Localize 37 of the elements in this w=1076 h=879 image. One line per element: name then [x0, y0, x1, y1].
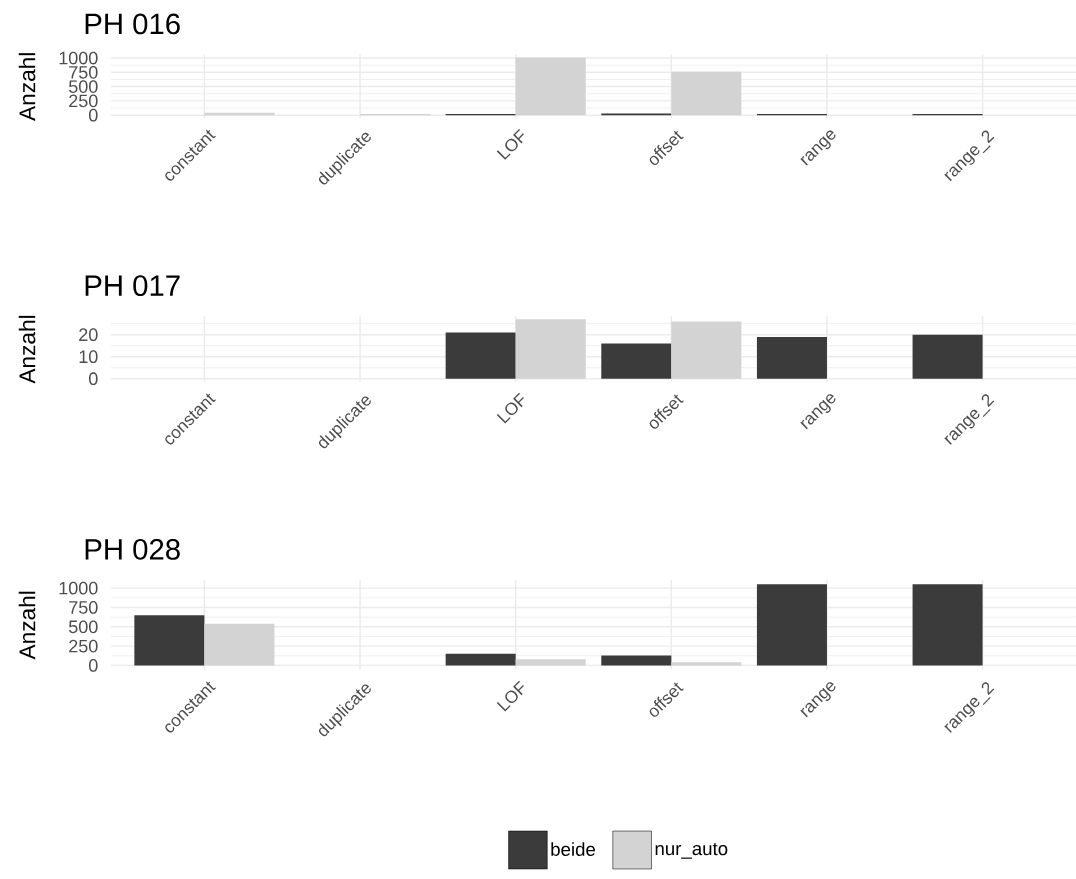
bar	[671, 321, 742, 379]
bar	[515, 319, 586, 379]
y-axis-title: Anzahl	[18, 591, 36, 660]
chart-title: PH 028	[85, 538, 180, 560]
bar	[671, 71, 742, 116]
bar	[515, 57, 586, 116]
legend-label: nur_auto	[655, 842, 728, 859]
y-tick-label: 10	[79, 350, 98, 364]
bar	[515, 659, 586, 666]
bar	[912, 584, 983, 666]
y-axis-title: Anzahl	[18, 53, 36, 121]
y-axis-title: Anzahl	[18, 315, 36, 384]
y-tick-label: 1000	[59, 581, 98, 595]
y-tick-label: 20	[79, 328, 98, 342]
legend-label: beide	[551, 842, 596, 856]
chart-title: PH 017	[85, 275, 180, 297]
y-tick-label: 750	[69, 65, 98, 79]
bar	[756, 584, 827, 666]
bar	[912, 334, 983, 379]
y-tick-label: 500	[68, 80, 98, 93]
chart-title: PH 016	[85, 13, 180, 35]
y-tick-label: 500	[68, 620, 98, 634]
bar	[445, 332, 516, 379]
y-tick-label: 750	[69, 601, 98, 614]
y-tick-label: 0	[89, 372, 98, 386]
y-tick-label: 0	[89, 108, 98, 122]
bar	[601, 343, 672, 379]
y-tick-label: 250	[69, 639, 98, 653]
bar	[601, 655, 672, 666]
bar	[671, 662, 742, 666]
y-tick-label: 250	[69, 94, 98, 108]
y-tick-label: 0	[89, 659, 98, 672]
bar	[756, 336, 827, 379]
bar	[445, 653, 516, 666]
bar	[134, 615, 205, 666]
y-tick-label: 1000	[59, 51, 98, 65]
bar	[204, 623, 275, 666]
